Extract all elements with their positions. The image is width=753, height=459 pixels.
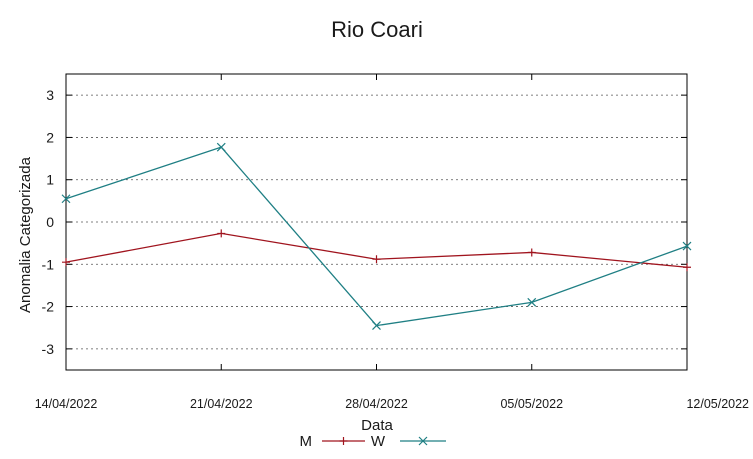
- series-group: [61, 142, 692, 331]
- data-point: [527, 297, 537, 307]
- y-axis-ticks: 3 2 1 0 -1 -2 -3: [42, 87, 687, 357]
- x-tick-label: 14/04/2022: [35, 397, 98, 411]
- data-point: [418, 436, 428, 446]
- legend-label: W: [371, 433, 386, 450]
- x-tick-label: 21/04/2022: [190, 397, 253, 411]
- y-tick-label: -1: [42, 256, 55, 272]
- series-W: [61, 142, 692, 331]
- x-tick-label: 12/05/2022: [686, 397, 749, 411]
- data-point: [216, 142, 226, 152]
- y-tick-label: 2: [46, 129, 54, 145]
- y-tick-label: 3: [46, 87, 54, 103]
- data-point: [372, 255, 381, 264]
- x-tick-label: 28/04/2022: [345, 397, 408, 411]
- y-axis-label: Anomalia Categorizada: [17, 156, 34, 313]
- series-M: [62, 229, 691, 272]
- data-point: [339, 437, 348, 445]
- grid-lines: [66, 94, 687, 350]
- legend-label: M: [300, 433, 313, 450]
- chart-title: Rio Coari: [331, 17, 423, 42]
- data-point: [217, 229, 226, 238]
- x-axis-label: Data: [361, 417, 393, 434]
- data-point: [62, 258, 70, 267]
- series-line: [65, 146, 688, 327]
- y-tick-label: 1: [46, 172, 54, 188]
- x-tick-label: 05/05/2022: [500, 397, 563, 411]
- data-point: [61, 194, 71, 204]
- y-tick-label: -3: [42, 341, 55, 357]
- x-axis-ticks: 14/04/2022 21/04/2022 28/04/2022 05/05/2022…: [35, 74, 749, 411]
- data-point: [683, 263, 691, 272]
- data-point: [527, 248, 536, 257]
- data-point: [372, 321, 381, 331]
- data-point: [682, 241, 692, 251]
- legend-entry-W: W: [371, 433, 446, 450]
- y-tick-label: -2: [42, 299, 55, 315]
- y-tick-label: 0: [46, 214, 54, 230]
- legend-entry-M: M: [300, 433, 365, 450]
